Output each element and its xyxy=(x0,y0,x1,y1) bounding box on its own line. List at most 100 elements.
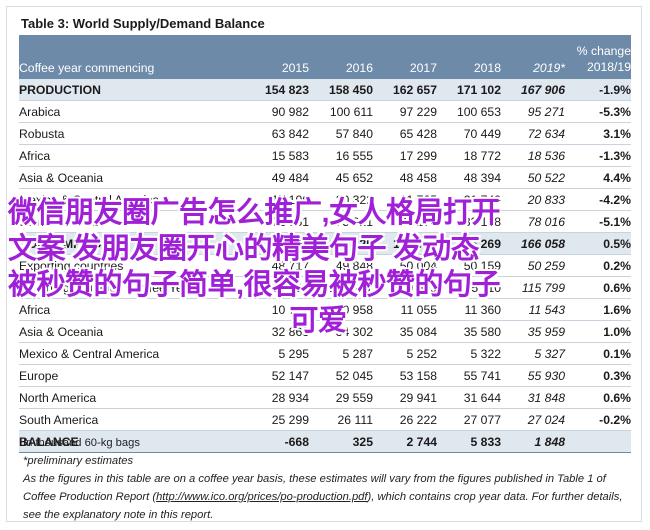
prelim-note: *preliminary estimates xyxy=(23,455,134,467)
note-text: ), which contains crop year data. For fu… xyxy=(23,491,623,521)
year-value: 32 863 xyxy=(245,320,309,343)
estimate-value: 95 271 xyxy=(501,100,565,123)
table-panel: Table 3: World Supply/Demand Balance Cof… xyxy=(6,6,642,522)
year-value: 31 644 xyxy=(437,386,501,409)
year-value: 17 299 xyxy=(373,144,437,167)
table-row: BALANCE -668 325 2 744 5 833 1 848 xyxy=(19,430,631,453)
estimate-value: 18 536 xyxy=(501,144,565,167)
estimate-value: 11 543 xyxy=(501,298,565,321)
pct-change-value: -4.2% xyxy=(565,188,631,211)
table-row: Asia & Oceania 32 863 34 302 35 084 35 580 35… xyxy=(19,320,631,343)
unit-note: In thousand 60-kg bags xyxy=(23,437,140,449)
year-value: 48 394 xyxy=(437,166,501,189)
year-value: 18 772 xyxy=(437,144,501,167)
year-value: 75 921 xyxy=(309,210,373,233)
year-value: 45 652 xyxy=(309,166,373,189)
explanatory-note: As the figures in this table are on a co… xyxy=(23,470,628,524)
row-label: Africa xyxy=(19,144,245,167)
row-label: South America xyxy=(19,408,245,431)
year-value: 53 158 xyxy=(373,364,437,387)
year-value: 17 106 xyxy=(245,188,309,211)
year-value: 158 450 xyxy=(309,79,373,101)
pct-change-value: 0.6% xyxy=(565,386,631,409)
table-row: Europe 52 147 52 045 53 158 55 741 55 930 0.3% xyxy=(19,364,631,387)
row-label: Asia & Oceania xyxy=(19,320,245,343)
row-label: Europe xyxy=(19,364,245,387)
table-row: Africa 15 583 16 555 17 299 18 772 18 536 -1.3… xyxy=(19,144,631,167)
row-label: Importing countries (Coffee Years) xyxy=(19,276,245,299)
year-value: 165 269 xyxy=(437,232,501,255)
table-body: PRODUCTION 154 823 158 450 162 657 171 102 16… xyxy=(19,79,631,453)
year-value: 48 717 xyxy=(245,254,309,277)
estimate-value: 167 906 xyxy=(501,79,565,101)
note-text: As the figures in this table are on a co… xyxy=(23,473,606,503)
row-label: Arabica xyxy=(19,100,245,123)
pct-change-value: 0.1% xyxy=(565,342,631,365)
year-value: 154 823 xyxy=(245,79,309,101)
year-value: 35 084 xyxy=(373,320,437,343)
year-value: 29 559 xyxy=(309,386,373,409)
year-value: 16 555 xyxy=(309,144,373,167)
header-pct-line1: % change xyxy=(576,44,631,58)
pct-change-value: -0.2% xyxy=(565,408,631,431)
row-label: Mexico & Central America xyxy=(19,188,245,211)
year-value: 11 055 xyxy=(373,298,437,321)
year-value: 34 302 xyxy=(309,320,373,343)
table-header-row: Coffee year commencing 2015 2016 2017 20… xyxy=(19,35,631,79)
row-label: Robusta xyxy=(19,122,245,145)
table-row: South America 25 299 26 111 26 222 27 077 27 … xyxy=(19,408,631,431)
pct-change-value: 0.6% xyxy=(565,276,631,299)
year-value: 50 159 xyxy=(437,254,501,277)
header-year-estimate: 2019* xyxy=(501,35,565,79)
estimate-value: 55 930 xyxy=(501,364,565,387)
year-value: 11 360 xyxy=(437,298,501,321)
header-year: 2015 xyxy=(245,35,309,79)
year-value: 159 913 xyxy=(373,232,437,255)
year-value: 70 449 xyxy=(437,122,501,145)
year-value: 97 229 xyxy=(373,100,437,123)
estimate-value: 72 634 xyxy=(501,122,565,145)
pct-change-value: 3.1% xyxy=(565,122,631,145)
estimate-value: 50 259 xyxy=(501,254,565,277)
estimate-value: 1 848 xyxy=(501,430,565,453)
pct-change-value: -5.1% xyxy=(565,210,631,233)
year-value: 75 176 xyxy=(373,210,437,233)
row-label: Mexico & Central America xyxy=(19,342,245,365)
year-value: 108 277 xyxy=(309,276,373,299)
year-value: 57 840 xyxy=(309,122,373,145)
row-label: Africa xyxy=(19,298,245,321)
year-value: 5 252 xyxy=(373,342,437,365)
year-value: 48 458 xyxy=(373,166,437,189)
table-row: Mexico & Central America 17 106 20 322 21 7… xyxy=(19,188,631,211)
pct-change-value: 4.4% xyxy=(565,166,631,189)
header-year: 2016 xyxy=(309,35,373,79)
year-value: 5 833 xyxy=(437,430,501,453)
table-notes: In thousand 60-kg bags *preliminary esti… xyxy=(23,434,628,524)
estimate-value: 20 833 xyxy=(501,188,565,211)
table-row: Africa 10 767 10 958 11 055 11 360 11 543 1.6% xyxy=(19,298,631,321)
year-value: 10 767 xyxy=(245,298,309,321)
year-value: 26 111 xyxy=(309,408,373,431)
pct-change-value: 1.6% xyxy=(565,298,631,321)
year-value: 90 982 xyxy=(245,100,309,123)
year-value: 21 725 xyxy=(373,188,437,211)
pct-change-value: 0.2% xyxy=(565,254,631,277)
header-pct-change: % change 2018/19 xyxy=(565,35,631,79)
report-link[interactable]: http://www.ico.org/prices/po-production.… xyxy=(156,491,368,503)
year-value: -668 xyxy=(245,430,309,453)
estimate-value: 166 058 xyxy=(501,232,565,255)
table-row: CONSUMPTION 155 491 158 125 159 913 165 269 1… xyxy=(19,232,631,255)
table-row: PRODUCTION 154 823 158 450 162 657 171 102 16… xyxy=(19,79,631,101)
estimate-value: 35 959 xyxy=(501,320,565,343)
year-value: 72 651 xyxy=(245,210,309,233)
year-value: 50 004 xyxy=(373,254,437,277)
pct-change-value xyxy=(565,430,631,453)
table-row: South America 72 651 75 921 75 176 82 188 78 … xyxy=(19,210,631,233)
table-row: Arabica 90 982 100 611 97 229 100 653 95 271-… xyxy=(19,100,631,123)
year-value: 171 102 xyxy=(437,79,501,101)
table-row: Asia & Oceania 49 484 45 652 48 458 48 394 50… xyxy=(19,166,631,189)
estimate-value: 27 024 xyxy=(501,408,565,431)
year-value: 49 848 xyxy=(309,254,373,277)
year-value: 5 322 xyxy=(437,342,501,365)
year-value: 52 147 xyxy=(245,364,309,387)
